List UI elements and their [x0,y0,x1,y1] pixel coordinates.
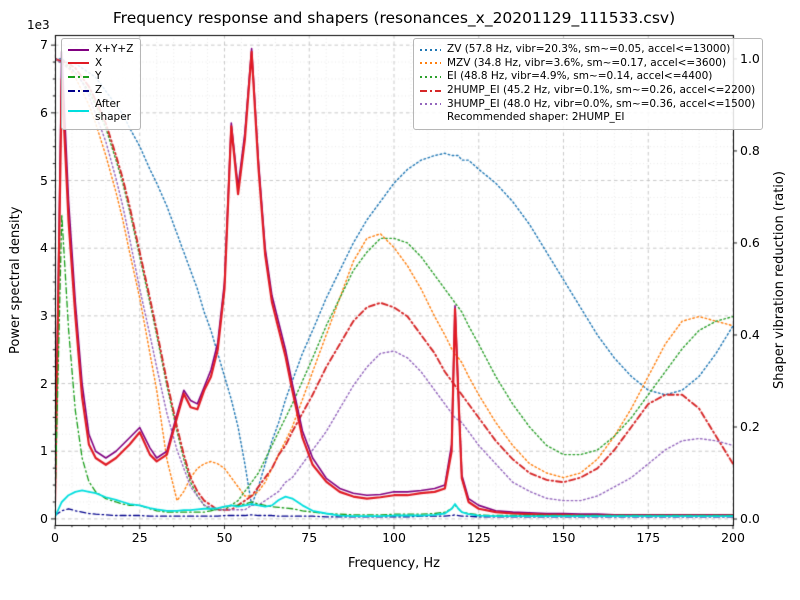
legend-line-swatch [68,89,89,92]
legend-line-swatch [420,62,441,65]
legend-item: MZV (34.8 Hz, vibr=3.6%, sm~=0.17, accel… [420,57,755,71]
legend-line-swatch [420,48,441,51]
legend-item-label: X+Y+Z [95,43,134,55]
legend-psd: X+Y+Z X Y Z After shaper [61,38,142,130]
legend-item: ZV (57.8 Hz, vibr=20.3%, sm~=0.05, accel… [420,43,755,57]
legend-line-swatch [68,62,89,65]
legend-item: 2HUMP_EI (45.2 Hz, vibr=0.1%, sm~=0.26, … [420,84,755,98]
legend-item-label: ZV (57.8 Hz, vibr=20.3%, sm~=0.05, accel… [447,43,731,55]
x-tick-label: 125 [466,530,491,545]
y-axis-label-left: Power spectral density [8,206,23,354]
y-tick-label-right: 0.4 [740,327,760,343]
y-axis-offset-text: 1e3 [27,18,50,32]
x-tick-label: 150 [551,530,576,545]
legend-item: X [68,57,133,71]
x-tick-label: 75 [301,530,318,545]
legend-item-label: After shaper [95,97,132,124]
legend-item: Z [68,84,133,98]
y-tick-label-right: 0.2 [740,419,760,435]
x-tick-label: 200 [721,530,745,545]
y-tick-label-left: 4 [40,240,48,256]
legend-item: X+Y+Z [68,43,133,57]
legend-note: Recommended shaper: 2HUMP_EI [447,111,625,124]
legend-item: Y [68,70,133,84]
legend-line-swatch [68,48,89,51]
y-tick-label-right: 0.0 [740,511,760,527]
y-tick-label-left: 0 [40,511,48,527]
legend-line-swatch [420,103,441,106]
y-axis-label-right: Shaper vibration reduction (ratio) [772,171,787,389]
legend-line-swatch [68,76,89,79]
legend-line-swatch [420,76,441,79]
legend-item-label: 3HUMP_EI (48.0 Hz, vibr=0.0%, sm~=0.36, … [447,97,756,110]
legend-item-label: MZV (34.8 Hz, vibr=3.6%, sm~=0.17, accel… [447,56,727,69]
x-tick-label: 100 [382,530,406,545]
legend-item: EI (48.8 Hz, vibr=4.9%, sm~=0.14, accel<… [420,70,755,84]
legend-line-swatch [420,89,441,92]
y-tick-label-left: 5 [40,172,48,188]
x-tick-label: 25 [131,530,148,545]
y-tick-label-left: 3 [40,308,48,324]
x-tick-label: 175 [636,530,661,545]
legend-item-label: 2HUMP_EI (45.2 Hz, vibr=0.1%, sm~=0.26, … [447,83,756,96]
y-tick-label-left: 2 [40,375,48,391]
legend-item: 3HUMP_EI (48.0 Hz, vibr=0.0%, sm~=0.36, … [420,98,755,112]
legend-item-label: Z [95,83,103,96]
x-tick-label: 0 [51,530,59,545]
y-tick-label-right: 1.0 [740,51,760,67]
x-axis-label: Frequency, Hz [347,556,441,571]
y-tick-label-left: 1 [40,443,48,459]
legend-shapers: ZV (57.8 Hz, vibr=20.3%, sm~=0.05, accel… [413,38,764,130]
chart-title: Frequency response and shapers (resonanc… [112,9,676,27]
y-tick-label-right: 0.6 [740,235,760,251]
y-tick-label-left: 6 [40,105,48,121]
x-tick-label: 50 [216,530,233,545]
y-tick-label-left: 7 [40,37,48,53]
legend-item-label: Y [95,70,102,83]
legend-line-swatch [68,110,89,113]
legend-item: After shaper [68,98,133,125]
legend-item-label: X [95,56,103,69]
y-tick-label-right: 0.8 [740,143,760,159]
legend-item-label: EI (48.8 Hz, vibr=4.9%, sm~=0.14, accel<… [447,70,713,83]
